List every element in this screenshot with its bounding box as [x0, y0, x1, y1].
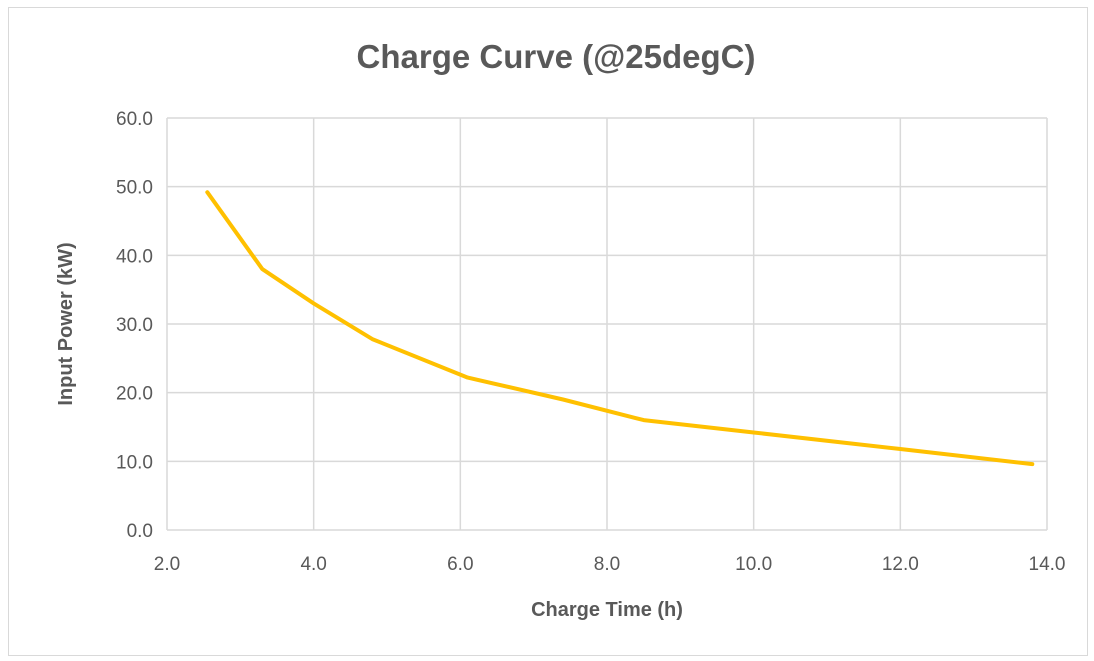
y-tick-label: 0.0 [127, 521, 153, 542]
vertical-gridlines [166, 118, 1048, 530]
x-tick-label: 8.0 [594, 554, 620, 575]
x-axis-label: Charge Time (h) [531, 599, 683, 621]
y-tick-label: 40.0 [116, 246, 153, 267]
x-axis-ticks: 2.0 4.0 6.0 8.0 10.0 12.0 14.0 [154, 554, 1066, 575]
y-tick-label: 60.0 [116, 109, 153, 130]
series-line [205, 190, 1035, 467]
x-tick-label: 10.0 [735, 554, 772, 575]
series-group [205, 190, 1035, 467]
x-tick-label: 12.0 [882, 554, 919, 575]
chart-title: Charge Curve (@25degC) [357, 38, 756, 75]
x-tick-label: 4.0 [300, 554, 326, 575]
x-tick-label: 6.0 [447, 554, 473, 575]
x-tick-label: 14.0 [1029, 554, 1066, 575]
y-tick-label: 10.0 [116, 452, 153, 473]
chart-frame [8, 7, 1088, 656]
y-axis-ticks: 0.0 10.0 20.0 30.0 40.0 50.0 60.0 [116, 109, 153, 542]
y-tick-label: 20.0 [116, 384, 153, 405]
y-tick-label: 30.0 [116, 315, 153, 336]
y-tick-label: 50.0 [116, 178, 153, 199]
y-axis-label: Input Power (kW) [55, 242, 77, 405]
x-tick-label: 2.0 [154, 554, 180, 575]
